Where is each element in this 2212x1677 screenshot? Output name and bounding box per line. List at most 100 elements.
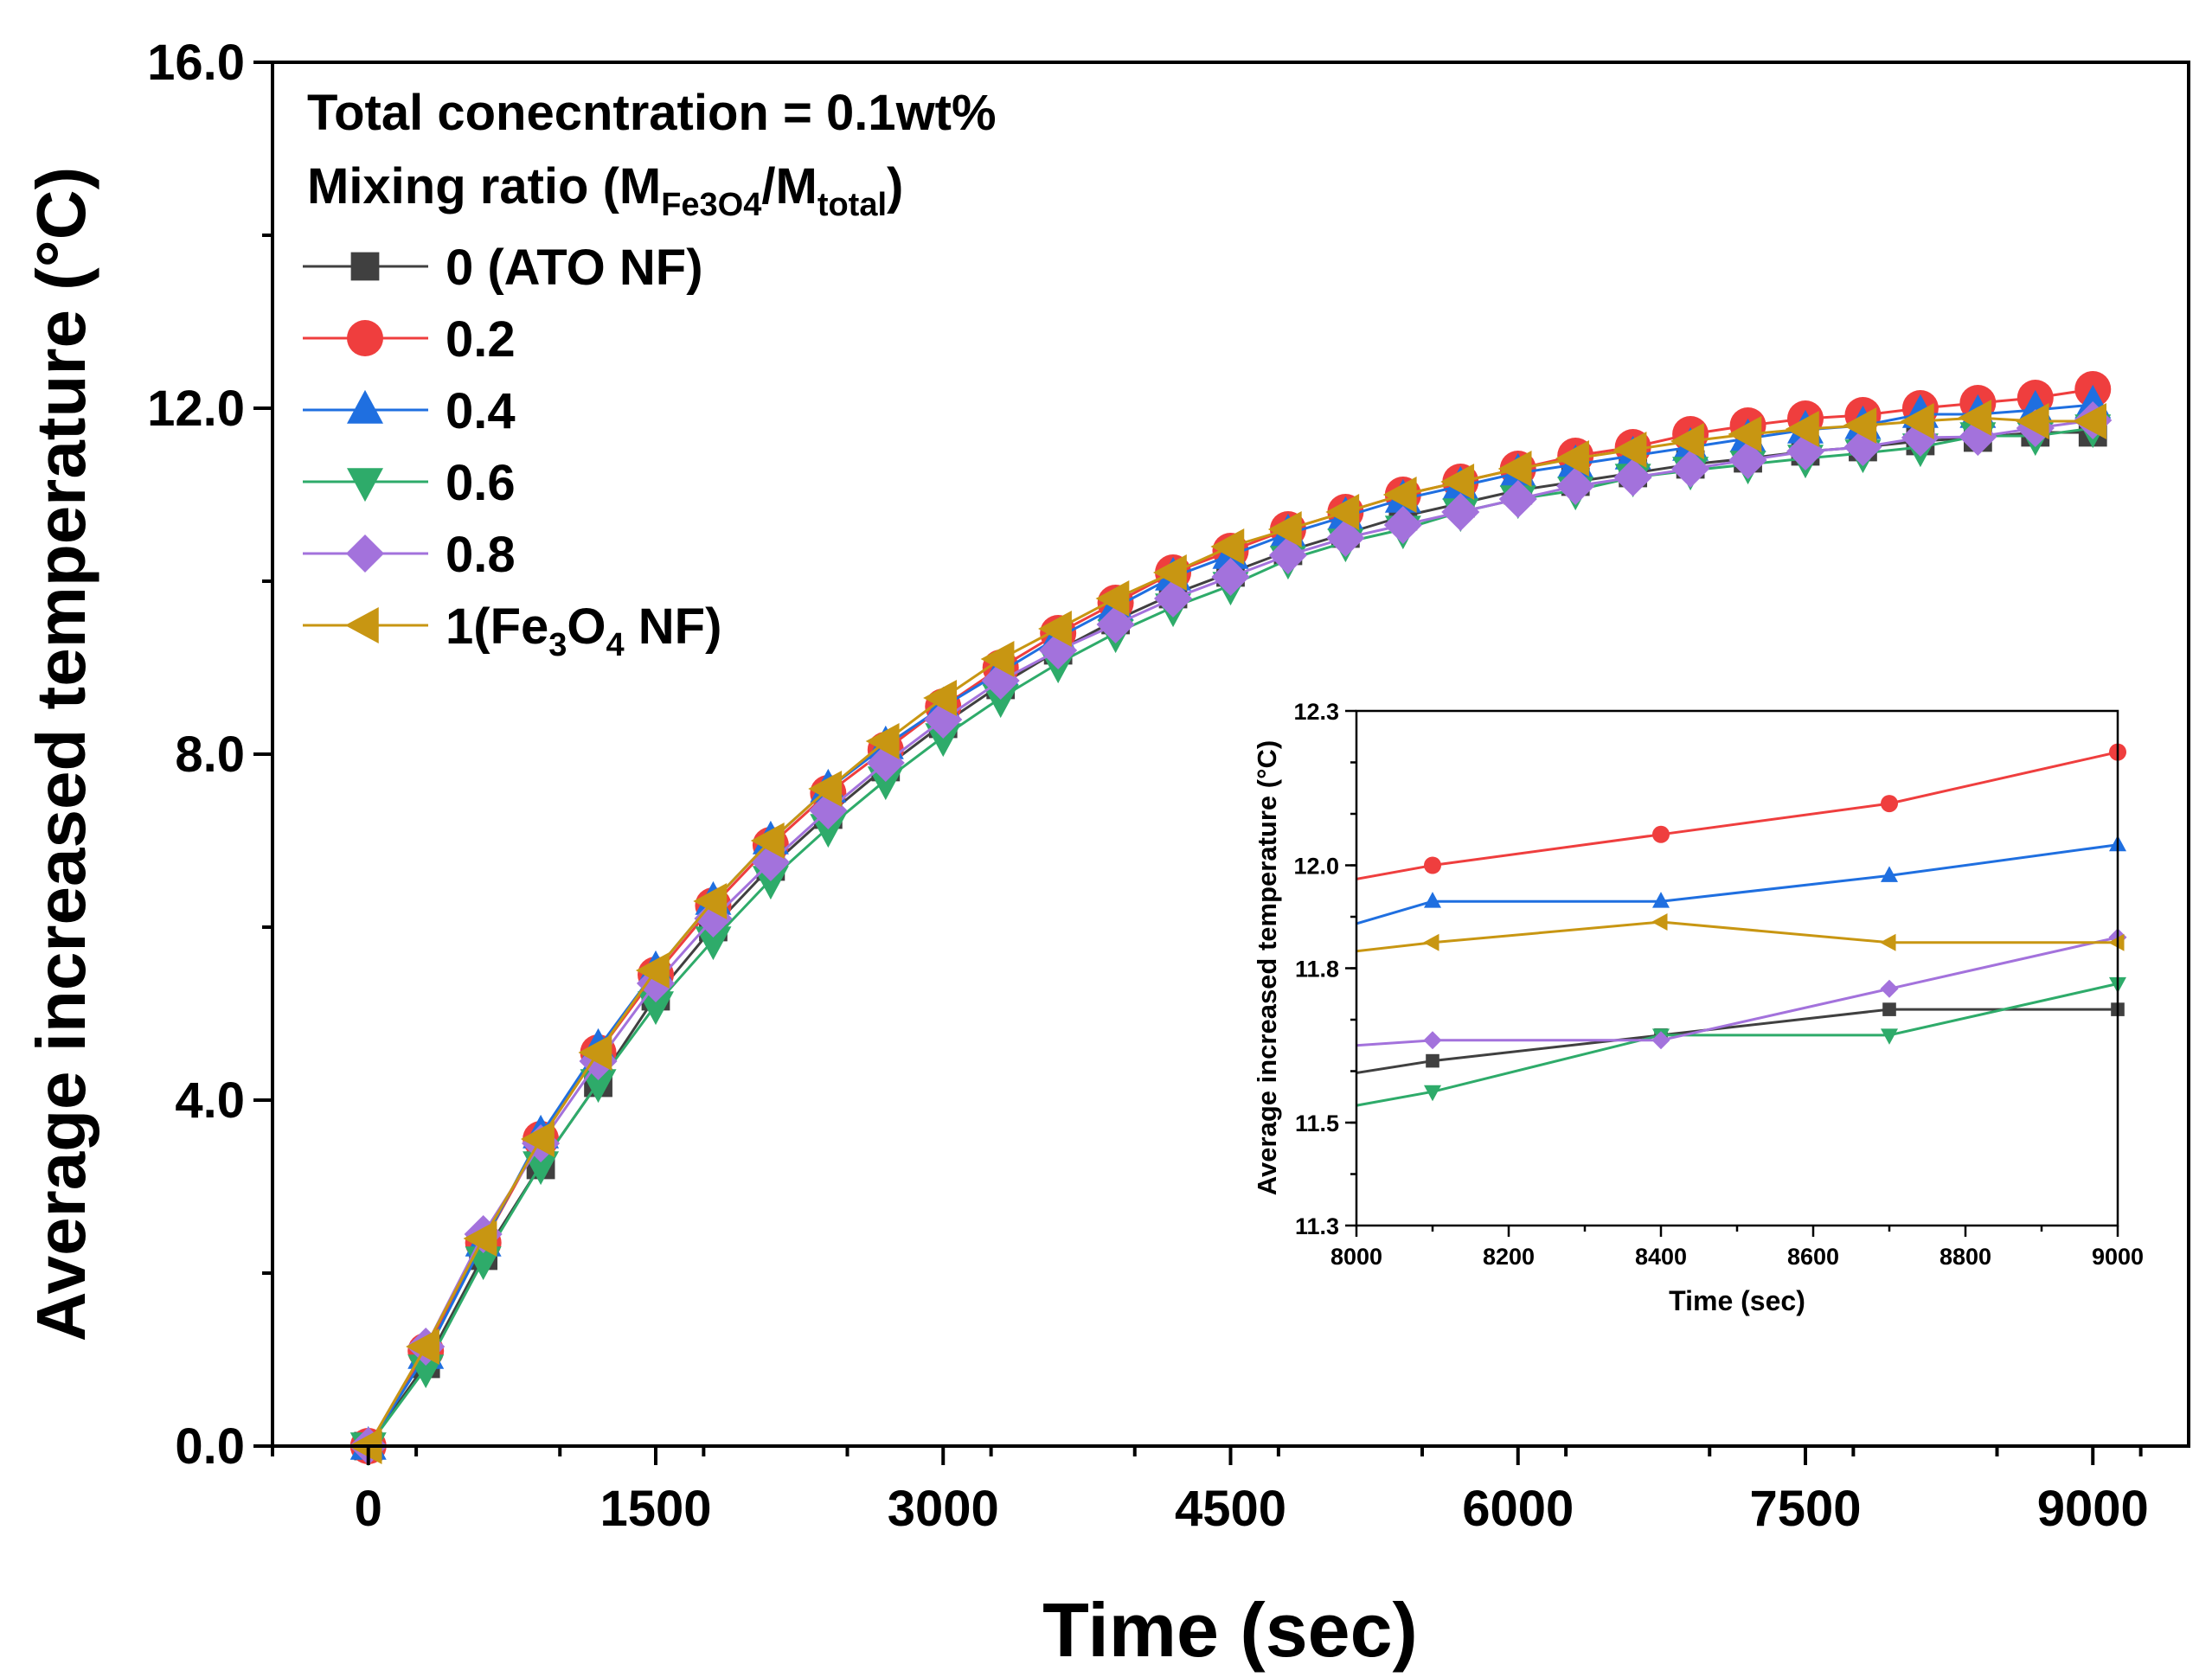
main-data-point — [810, 814, 847, 848]
annotation-mixing-ratio-sub2: total — [817, 187, 887, 223]
main-data-point — [924, 700, 963, 739]
legend-label: 0.6 — [446, 455, 516, 511]
inset-data-point — [1651, 1031, 1670, 1050]
annotation-mixing-ratio: Mixing ratio (MFe3O4/Mtotal) — [307, 158, 903, 223]
main-y-tick-label: 4.0 — [175, 1072, 245, 1129]
inset-data-point — [1882, 1002, 1896, 1016]
annotation-mixing-ratio-main: Mixing ratio (M — [307, 158, 661, 214]
inset-x-tick-label: 8000 — [1330, 1244, 1382, 1270]
inset-y-tick-label: 11.3 — [1295, 1213, 1339, 1239]
inset-x-tick-label: 8600 — [1787, 1244, 1839, 1270]
main-data-point — [1095, 580, 1130, 617]
legend-label-part: O — [567, 598, 606, 655]
main-data-point — [1267, 511, 1302, 547]
inset-data-point — [1651, 912, 1668, 931]
inset-data-point — [1881, 866, 1898, 882]
main-data-point — [1728, 416, 1762, 452]
main-data-point — [1440, 464, 1475, 500]
annotation-mixing-ratio-sub1: Fe3O4 — [661, 187, 761, 223]
main-y-tick-label: 12.0 — [147, 381, 245, 437]
main-data-point — [693, 883, 728, 919]
main-axis-ticks: 0 1500 3000 4500 6000 7500 9000 0.0 4.0 8.0 12.0 16… — [147, 35, 2149, 1537]
main-data-point — [1154, 579, 1193, 618]
inset-x-tick-label: 9000 — [2092, 1244, 2144, 1270]
main-data-point — [1613, 432, 1647, 468]
main-data-point — [1497, 451, 1532, 487]
main-data-point — [1613, 458, 1652, 497]
main-data-point — [2073, 403, 2106, 439]
inset-data-point — [2108, 933, 2125, 951]
main-y-tick-label: 0.0 — [175, 1418, 245, 1475]
main-series-layer — [348, 371, 2113, 1467]
inset-x-tick-label: 8400 — [1635, 1244, 1687, 1270]
inset-data-point — [1881, 795, 1898, 813]
main-data-point — [1210, 528, 1245, 565]
legend-label: 0.8 — [446, 527, 516, 583]
main-data-point — [1671, 449, 1710, 489]
main-data-point — [1556, 466, 1595, 506]
main-data-point — [638, 991, 674, 1026]
main-data-point — [1211, 557, 1250, 597]
legend-label-part: 0 (ATO NF) — [446, 240, 703, 296]
main-x-tick-label: 9000 — [2037, 1481, 2149, 1537]
inset-data-point — [1881, 1028, 1898, 1045]
main-data-point — [578, 1034, 612, 1071]
main-data-point — [923, 680, 957, 716]
main-data-point — [1843, 407, 1877, 444]
inset-axis-ticks: 8000 8200 8400 8600 8800 9000 11.3 11.5 11.8 12.0… — [1293, 699, 2144, 1270]
main-data-point — [980, 641, 1015, 677]
main-data-point — [1728, 440, 1767, 480]
inset-data-point — [1880, 979, 1899, 998]
main-data-point — [1498, 479, 1537, 519]
annotation-mixing-ratio-mid: /M — [761, 158, 817, 214]
main-x-tick-label: 6000 — [1462, 1481, 1574, 1537]
main-data-point — [808, 771, 843, 807]
inset-series-5 — [1356, 912, 2125, 953]
inset-y-tick-label: 11.5 — [1295, 1111, 1339, 1136]
legend: 0 (ATO NF) 0.2 0.4 0.6 0.8 1(Fe3O4 NF) — [303, 240, 721, 663]
main-data-point — [1382, 477, 1417, 513]
legend-marker — [350, 252, 380, 281]
main-data-point — [636, 963, 676, 1003]
main-data-point — [1096, 605, 1135, 644]
legend-label-part: NF) — [625, 598, 722, 655]
main-x-tick-label: 3000 — [888, 1481, 999, 1537]
legend-item-3: 0.6 — [303, 455, 516, 511]
main-data-point — [1958, 400, 1992, 436]
main-y-axis-title: Average increased temperature (°C) — [22, 167, 99, 1341]
legend-marker — [345, 534, 385, 573]
inset-data-point — [1880, 933, 1896, 951]
inset-x-tick-label: 8800 — [1940, 1244, 1991, 1270]
main-x-tick-label: 4500 — [1175, 1481, 1286, 1537]
legend-label-part: 0.8 — [446, 527, 516, 583]
main-x-tick-label: 7500 — [1749, 1481, 1861, 1537]
inset-data-point — [1652, 825, 1670, 843]
inset-data-point — [1652, 892, 1670, 908]
main-data-point — [463, 1220, 497, 1257]
legend-label-part: 0.4 — [446, 383, 516, 439]
legend-marker — [347, 389, 383, 424]
main-data-point — [695, 926, 732, 961]
main-data-point — [752, 866, 789, 900]
legend-label-part: 3 — [548, 627, 567, 663]
inset-series-2 — [1356, 835, 2126, 925]
inset-data-point — [1423, 1031, 1442, 1050]
main-data-point — [1670, 423, 1704, 459]
main-data-point — [1383, 505, 1422, 545]
inset-x-axis-title: Time (sec) — [1669, 1285, 1805, 1316]
legend-marker — [347, 320, 383, 356]
legend-marker — [344, 607, 379, 643]
main-data-point — [925, 723, 962, 758]
legend-item-1: 0.2 — [303, 311, 516, 368]
main-data-point — [1785, 411, 1819, 447]
main-data-point — [521, 1121, 555, 1157]
main-data-point — [1268, 535, 1307, 575]
main-data-point — [1901, 418, 1940, 458]
inset-x-tick-label: 8200 — [1483, 1244, 1535, 1270]
main-data-point — [750, 822, 785, 859]
legend-label-part: 0.2 — [446, 311, 516, 368]
main-series-5 — [348, 400, 2106, 1464]
annotation-total-concentration: Total conecntration = 0.1wt% — [307, 85, 997, 141]
legend-label-part: 1(Fe — [446, 598, 548, 655]
